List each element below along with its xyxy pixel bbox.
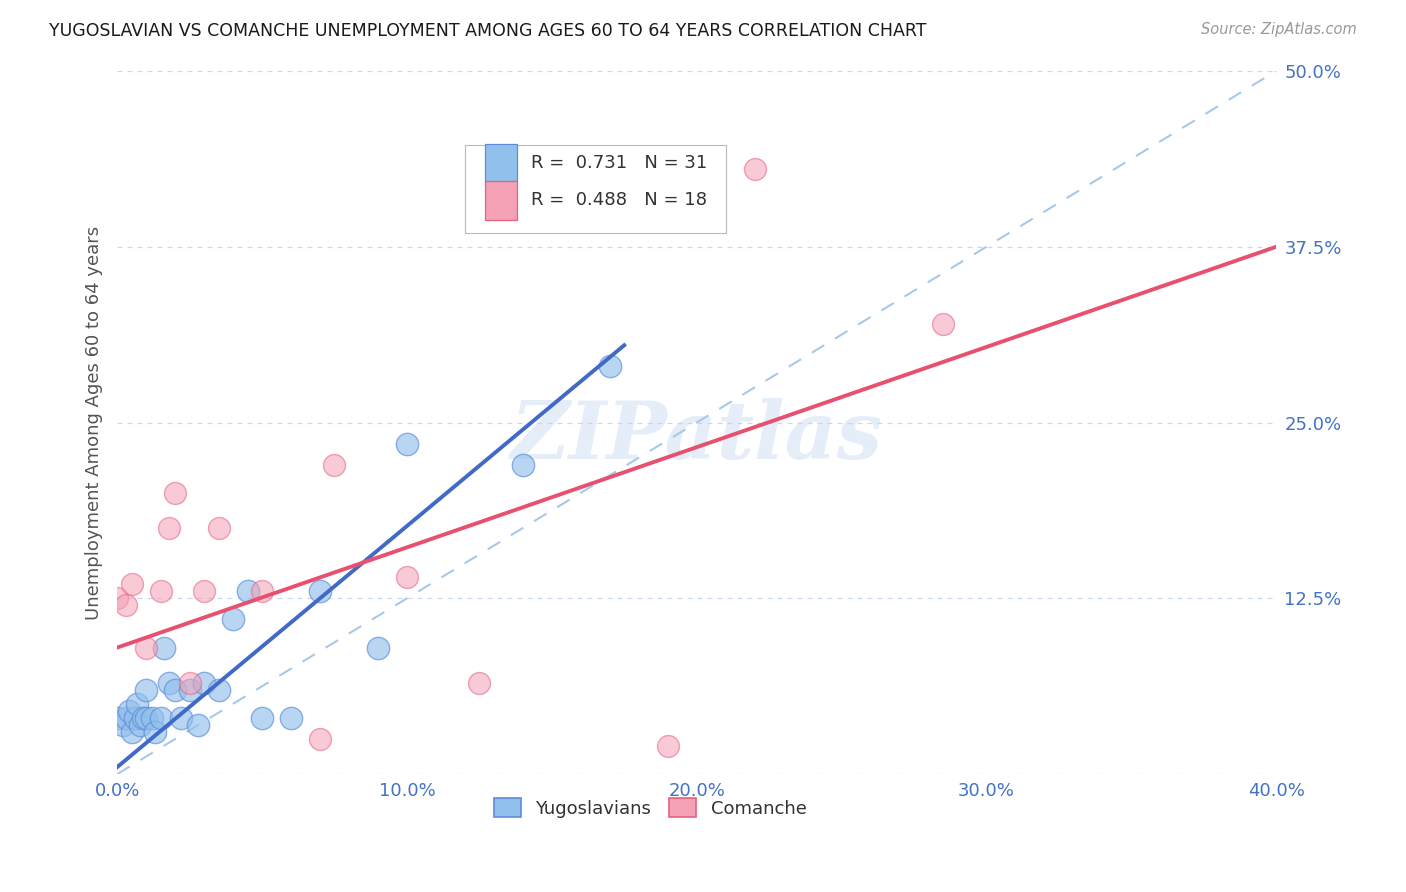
Text: ZIPatlas: ZIPatlas [510,398,883,475]
Point [141,711,163,725]
Point [250,711,273,725]
Point [165,486,187,500]
Point [323,458,346,472]
Point [193,675,215,690]
Point [143,725,166,739]
Point [468,675,491,690]
FancyBboxPatch shape [465,145,725,233]
Point [149,711,172,725]
Point [121,577,143,591]
Text: YUGOSLAVIAN VS COMANCHE UNEMPLOYMENT AMONG AGES 60 TO 64 YEARS CORRELATION CHART: YUGOSLAVIAN VS COMANCHE UNEMPLOYMENT AMO… [49,22,927,40]
Point [207,521,229,535]
Point [309,731,332,746]
Point [367,640,389,655]
Legend: Yugoslavians, Comanche: Yugoslavians, Comanche [486,791,814,825]
Point [657,739,679,753]
Point [599,359,621,374]
Point [127,697,149,711]
Point [129,718,152,732]
Point [187,718,209,732]
Point [152,640,174,655]
Point [280,711,302,725]
Point [193,584,215,599]
Point [124,711,146,725]
Point [395,436,418,450]
Point [179,682,201,697]
Text: Source: ZipAtlas.com: Source: ZipAtlas.com [1201,22,1357,37]
Point [236,584,259,599]
Point [105,591,128,606]
Point [135,711,157,725]
Point [121,725,143,739]
Point [135,682,157,697]
Bar [485,144,517,182]
Point [111,718,134,732]
Text: R =  0.731   N = 31: R = 0.731 N = 31 [531,154,707,172]
Point [932,317,955,331]
Point [149,584,172,599]
Point [105,711,128,725]
Y-axis label: Unemployment Among Ages 60 to 64 years: Unemployment Among Ages 60 to 64 years [86,226,103,620]
Point [170,711,193,725]
Point [512,458,534,472]
Point [222,612,245,626]
Point [165,682,187,697]
Point [115,711,138,725]
Point [250,584,273,599]
Text: R =  0.488   N = 18: R = 0.488 N = 18 [531,191,707,210]
Point [309,584,332,599]
Point [132,711,155,725]
Point [157,521,180,535]
Point [179,675,201,690]
Point [207,682,229,697]
Point [135,640,157,655]
Point [395,570,418,584]
Point [157,675,180,690]
Point [118,704,141,718]
Point [744,162,766,177]
Point [115,599,138,613]
Bar [485,181,517,219]
